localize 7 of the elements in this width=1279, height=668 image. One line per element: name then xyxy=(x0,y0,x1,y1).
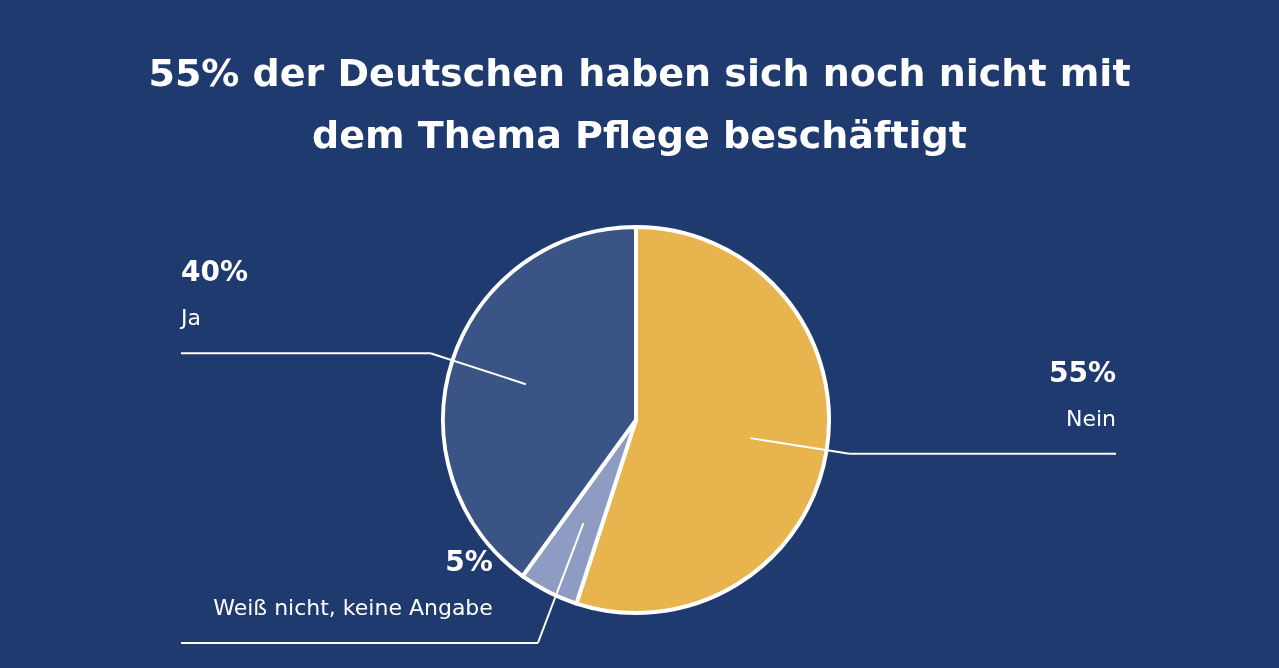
slice-label: Weiß nicht, keine Angabe xyxy=(213,595,493,620)
data-label: 55% xyxy=(1048,355,1116,389)
data-label: 40% xyxy=(181,255,249,289)
slice-label: Ja xyxy=(179,305,201,331)
chart-title: 55% der Deutschen haben sich noch nicht mit dem Thema Pflege beschäftigt xyxy=(148,51,1131,157)
data-label: 5% xyxy=(445,545,493,578)
slice-label: Nein xyxy=(1065,405,1116,431)
